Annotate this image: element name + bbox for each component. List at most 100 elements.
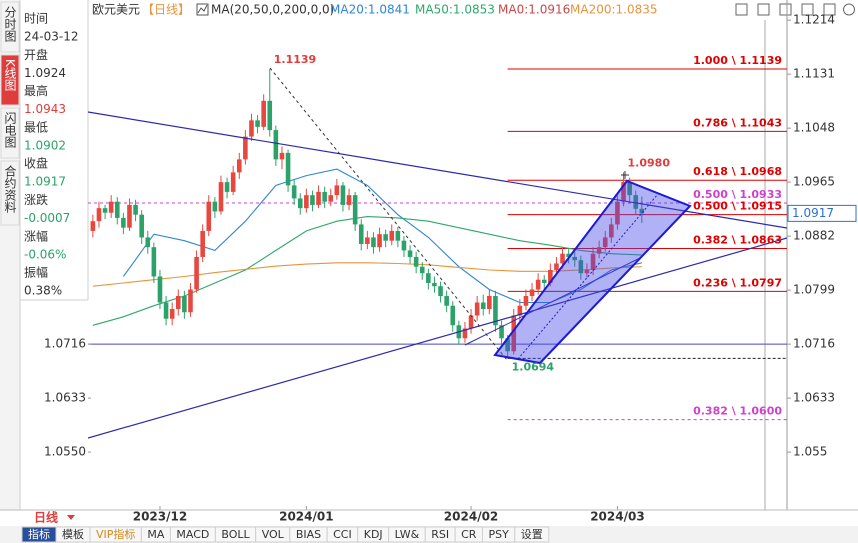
side-tab-label[interactable]: K线图 [3,59,17,91]
symbol: 欧元美元 [92,3,140,17]
toolbar-tab-label[interactable]: VOL [262,528,285,541]
x-tick-label: 2023/12 [133,510,187,524]
toolbar-tab-label[interactable]: 指标 [28,527,50,541]
left-y-tick-label: 1.0633 [44,391,86,405]
candle-body [133,204,138,215]
legend-ma0: MA0:1.0916 [498,3,570,17]
levels [88,68,787,421]
toolbar-tab-label[interactable]: MA [147,528,164,541]
icon[interactable] [801,3,814,16]
candle-body [108,201,114,213]
x-tick-label: 2024/03 [590,510,644,524]
left-y-tick-label: 1.0550 [44,445,86,459]
candle-body [554,263,559,270]
price-annotation: 1.0694 [512,360,555,373]
toolbar-tab-label[interactable]: LW& [395,528,420,541]
candle-body [267,100,273,131]
candle-body [279,152,285,160]
plot: 1.000 \ 1.1139 0.786 \ 1.1043 0.618 \ 1.09… [88,53,787,439]
candle-body [639,208,645,214]
info-label: 收盘 [24,156,48,171]
candle-body [621,182,626,202]
candle-body [560,253,565,264]
legend-ma200: MA200:1.0835 [570,3,658,17]
toolbar-tab-label[interactable]: 设置 [521,528,543,541]
toolbar-tab-label[interactable]: CR [461,528,477,541]
icon[interactable] [823,3,836,16]
candle-body [438,286,443,296]
side-tab[interactable] [0,160,20,226]
candle-body [328,195,334,202]
icon[interactable] [735,3,748,16]
period-select[interactable]: 日线 [34,510,58,525]
candle-body [175,295,181,309]
dropdown-arrow[interactable] [67,515,75,520]
toolbar-tab-label[interactable]: 模板 [62,527,84,541]
candle-body [395,230,401,241]
candle-body [377,234,382,248]
y-tick-label: 1.0799 [793,283,835,297]
candle-body [584,269,590,274]
candle-body [249,120,254,137]
candles [90,68,645,359]
candle-body [627,182,632,196]
toolbar-tab-label[interactable]: RSI [431,528,449,541]
toolbar-tab-label[interactable]: PSY [488,528,509,541]
fib-label: 1.000 \ 1.1139 [693,54,782,67]
toolbar-tab-label[interactable]: KDJ [364,528,383,541]
fib-label: 0.786 \ 1.1043 [693,116,782,129]
info-value: 1.0943 [24,102,66,116]
trend-line [88,111,787,229]
info-value: 1.0924 [24,66,66,80]
toolbar: 日线 指标 模板 VIP指标 MA MACD BOLL VOL BIAS CCI KDJ LW& RS… [0,509,858,543]
indicator-icon-glyph [197,4,208,14]
candle-body [505,338,510,352]
icon[interactable] [843,3,855,16]
toolbar-tab-label[interactable]: MACD [176,528,209,541]
y-tick-label: 1.0965 [793,175,835,189]
y-tick-label: 1.0882 [793,229,835,243]
trend-line [464,257,641,346]
candle-body [182,295,187,313]
toolbar-tab-label[interactable]: CCI [333,528,352,541]
toolbar-tab-label[interactable]: VIP指标 [96,527,135,541]
fib-label: 0.382 \ 1.0863 [693,233,782,246]
candle-body [493,295,498,326]
side-tab-label[interactable]: 合约资料 [3,164,17,213]
left-y-tick-label: 1.0716 [44,337,86,351]
side-tab[interactable] [0,54,20,106]
candle-body [163,302,169,319]
last-price-box [787,204,857,222]
channel-midline [517,193,659,360]
side-tab[interactable] [0,1,20,53]
info-value: 24-03-12 [24,30,78,44]
icon[interactable] [757,3,770,16]
candle-body [407,250,413,257]
side-tab-label[interactable]: 闪电图 [3,112,17,148]
candle-body [529,289,535,296]
side-tab-label[interactable]: 分时图 [3,6,17,42]
price-annotation: 1.0980 [628,156,671,169]
candle-body [572,256,578,261]
y-tick-label: 1.1131 [793,67,835,81]
fib-label: 0.382 \ 1.0600 [693,405,782,418]
info-label: 最高 [24,83,48,98]
candle-body [255,120,260,127]
candle-body [102,208,108,213]
side-tab[interactable] [0,107,20,159]
candle-body [297,198,303,209]
candle-body [340,185,346,205]
indicator-icon[interactable] [196,3,209,16]
icon[interactable] [779,3,792,16]
info-value: 1.0917 [24,175,66,189]
axes: 1.1214 1.1131 1.1048 1.0965 1.0882 1.0799 1.07… [44,13,857,524]
candle-body [224,182,230,192]
candle-body [615,201,620,225]
candle-body [230,172,236,192]
trend-line [269,67,508,361]
toolbar-tab-label[interactable]: BOLL [221,528,250,541]
toolbar-tab[interactable] [514,526,550,543]
toolbar-tab-label[interactable]: BIAS [296,528,321,541]
